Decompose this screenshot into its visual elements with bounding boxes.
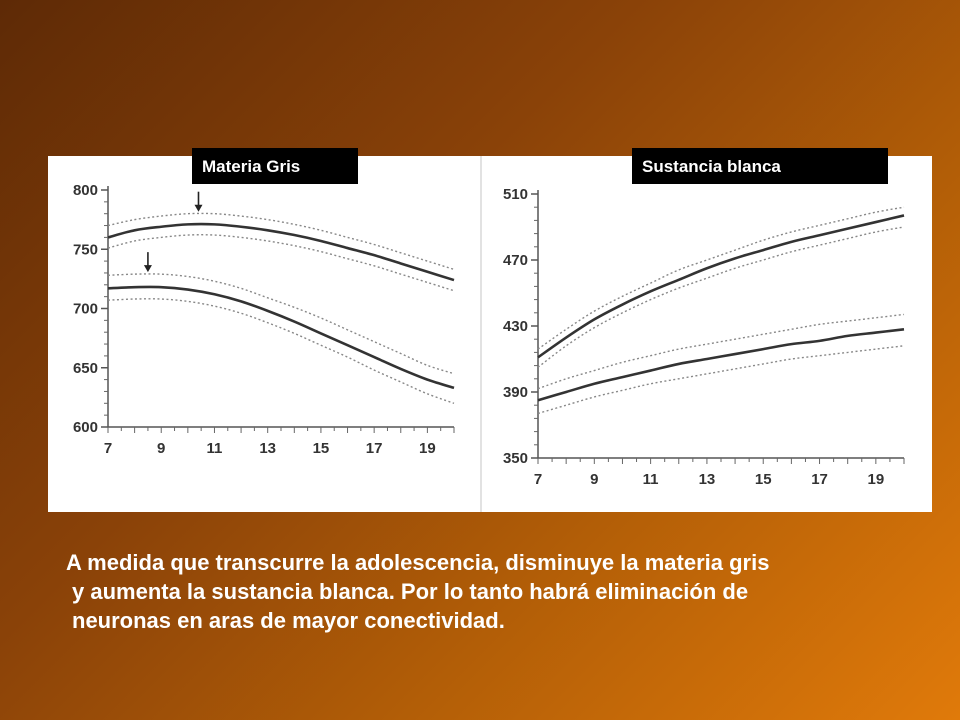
y-tick-label: 430: [503, 318, 528, 335]
y-tick-label: 600: [73, 419, 98, 436]
caption-line-3: neuronas en aras de mayor conectividad.: [72, 608, 505, 633]
caption-line-2: y aumenta la sustancia blanca. Por lo ta…: [72, 579, 749, 604]
x-tick-label: 17: [366, 440, 383, 457]
confidence-band-line: [107, 273, 455, 375]
white-matter-chart: 7 9 11 13 15 17 19 350 390 430 470 510: [503, 186, 905, 488]
x-tick-label: 11: [207, 440, 223, 457]
y-tick-label: 350: [503, 450, 528, 467]
series-line: [107, 285, 455, 390]
confidence-band-line: [107, 212, 455, 271]
gray-matter-chart: 7 9 11 13 15 17 19 600 650 700 750 800: [73, 182, 455, 457]
x-tick-label: 19: [419, 440, 436, 457]
x-tick-label: 11: [643, 471, 659, 488]
y-tick-label: 390: [503, 384, 528, 401]
x-tick-label: 13: [699, 471, 716, 488]
y-tick-label: 750: [73, 241, 98, 258]
confidence-band-line: [107, 298, 455, 404]
x-tick-label: 15: [755, 471, 772, 488]
x-tick-label: 9: [590, 471, 598, 488]
x-tick-label: 19: [868, 471, 885, 488]
caption: A medida que transcurre la adolescencia,…: [66, 548, 926, 635]
confidence-band-line: [537, 226, 905, 368]
x-tick-label: 9: [157, 440, 165, 457]
panel-divider: [480, 156, 482, 512]
series-line: [537, 328, 905, 402]
arrow-head-icon: [194, 204, 203, 212]
chart-panel: [48, 156, 932, 512]
y-tick-label: 800: [73, 182, 98, 199]
x-tick-label: 15: [313, 440, 330, 457]
x-tick-label: 7: [534, 471, 542, 488]
caption-line-1: A medida que transcurre la adolescencia,…: [66, 550, 770, 575]
tab-white-matter: Sustancia blanca: [632, 148, 888, 184]
y-tick-label: 700: [73, 301, 98, 318]
y-tick-label: 510: [503, 186, 528, 203]
tab-gray-matter: Materia Gris: [192, 148, 358, 184]
y-tick-label: 470: [503, 252, 528, 269]
x-tick-label: 17: [811, 471, 828, 488]
series-line: [107, 222, 455, 282]
series-line: [537, 214, 905, 359]
y-tick-label: 650: [73, 360, 98, 377]
confidence-band-line: [537, 313, 905, 390]
x-tick-label: 13: [259, 440, 276, 457]
x-tick-label: 7: [104, 440, 112, 457]
arrow-head-icon: [143, 265, 152, 273]
